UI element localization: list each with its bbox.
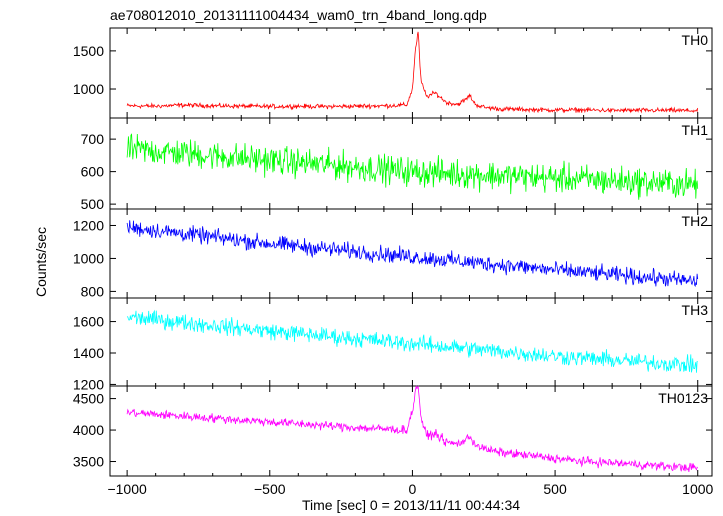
y-tick-label: 1600 [73, 314, 104, 330]
y-tick-label: 600 [81, 164, 105, 180]
series-th1 [126, 133, 699, 200]
y-tick-label: 1200 [73, 217, 104, 233]
x-axis-label: Time [sec] 0 = 2013/11/11 00:44:34 [302, 497, 520, 513]
y-tick-label: 1500 [73, 43, 104, 59]
x-tick-label: −500 [254, 481, 286, 497]
panel-th0: 1000 1500 TH0 [73, 27, 713, 119]
y-tick-label: 4000 [73, 422, 104, 438]
panel-th1: 500 600 700 TH1 [81, 117, 713, 212]
x-tick-labels: −1000 −500 0 500 1000 [107, 481, 713, 497]
series-th2 [126, 220, 699, 288]
y-tick-label: 1000 [73, 250, 104, 266]
panel-frame [109, 208, 713, 299]
band-label: TH0 [682, 32, 709, 48]
y-tick-label: 800 [81, 283, 105, 299]
y-tick-label: 1400 [73, 345, 104, 361]
band-label: TH3 [682, 302, 709, 318]
band-label: TH0123 [658, 390, 708, 406]
y-tick-label: 1200 [73, 376, 104, 392]
panels-group: 1000 1500 TH0 500 600 700 TH1 800 1000 1200 TH2 120… [73, 27, 713, 477]
y-tick-label: 3500 [73, 454, 104, 470]
x-tick-label: 1000 [682, 481, 713, 497]
x-tick-label: 500 [543, 481, 567, 497]
y-tick-label: 4500 [73, 391, 104, 407]
band-label: TH2 [682, 213, 709, 229]
y-axis-label: Counts/sec [33, 227, 49, 297]
panel-th3: 1200 1400 1600 TH3 [73, 297, 713, 392]
chart-title: ae708012010_20131111004434_wam0_trn_4ban… [110, 7, 487, 23]
panel-th0123: 3500 4000 4500 TH0123 [73, 385, 713, 477]
panel-frame [109, 385, 713, 477]
y-tick-label: 700 [81, 131, 105, 147]
series-th3 [126, 309, 698, 373]
series-th0 [126, 31, 699, 114]
y-tick-label: 1000 [73, 81, 104, 97]
panel-th2: 800 1000 1200 TH2 [73, 208, 713, 299]
series-th0123 [126, 385, 699, 472]
x-tick-label: −1000 [107, 481, 147, 497]
band-label: TH1 [682, 122, 709, 138]
x-tick-label: 0 [409, 481, 417, 497]
y-tick-label: 500 [81, 196, 105, 212]
